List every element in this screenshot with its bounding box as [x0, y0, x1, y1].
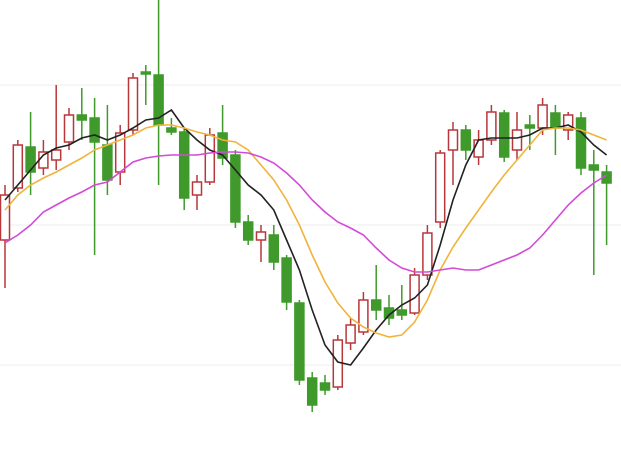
candle-body: [102, 144, 113, 181]
candle-body: [396, 309, 408, 316]
candle-body: [12, 144, 24, 189]
candle-body: [562, 114, 574, 131]
candle-body: [434, 152, 446, 223]
candle-body: [460, 129, 472, 151]
candle-body: [319, 382, 331, 391]
candle-body: [268, 234, 280, 263]
ma-line: [4, 151, 608, 273]
ma-line: [4, 124, 607, 338]
candle-body: [588, 164, 600, 171]
candle-body: [370, 299, 382, 311]
candle-body: [178, 131, 190, 199]
candle-body: [191, 181, 203, 196]
candle-body: [422, 232, 433, 276]
candle-body: [524, 124, 536, 129]
candle-body: [230, 154, 241, 223]
candle-body: [89, 117, 100, 143]
candle-body: [473, 139, 484, 158]
candle-body: [255, 231, 267, 241]
candle-body: [25, 146, 36, 173]
candle-body: [358, 299, 369, 333]
candle-body: [447, 129, 459, 151]
candle-body: [306, 377, 318, 406]
candle-body: [550, 112, 561, 129]
candle-body: [383, 307, 395, 319]
candle-body: [50, 149, 62, 161]
candle-body: [345, 324, 356, 344]
candle-body: [281, 257, 292, 303]
candle-body: [217, 132, 228, 159]
candle-body: [140, 71, 152, 75]
ma-line: [4, 108, 608, 366]
candle-body: [76, 114, 88, 121]
candle-body: [486, 111, 497, 141]
candle-body: [166, 127, 177, 133]
candle-body: [63, 114, 75, 143]
candle-body: [294, 302, 305, 381]
candle-body: [511, 129, 523, 151]
candle-body: [204, 134, 216, 183]
candle-body: [0, 194, 11, 241]
candle-body: [242, 221, 254, 241]
candle-body: [498, 112, 510, 158]
candle-body: [537, 104, 548, 129]
candle-body: [127, 77, 139, 131]
candle-body: [575, 117, 587, 169]
